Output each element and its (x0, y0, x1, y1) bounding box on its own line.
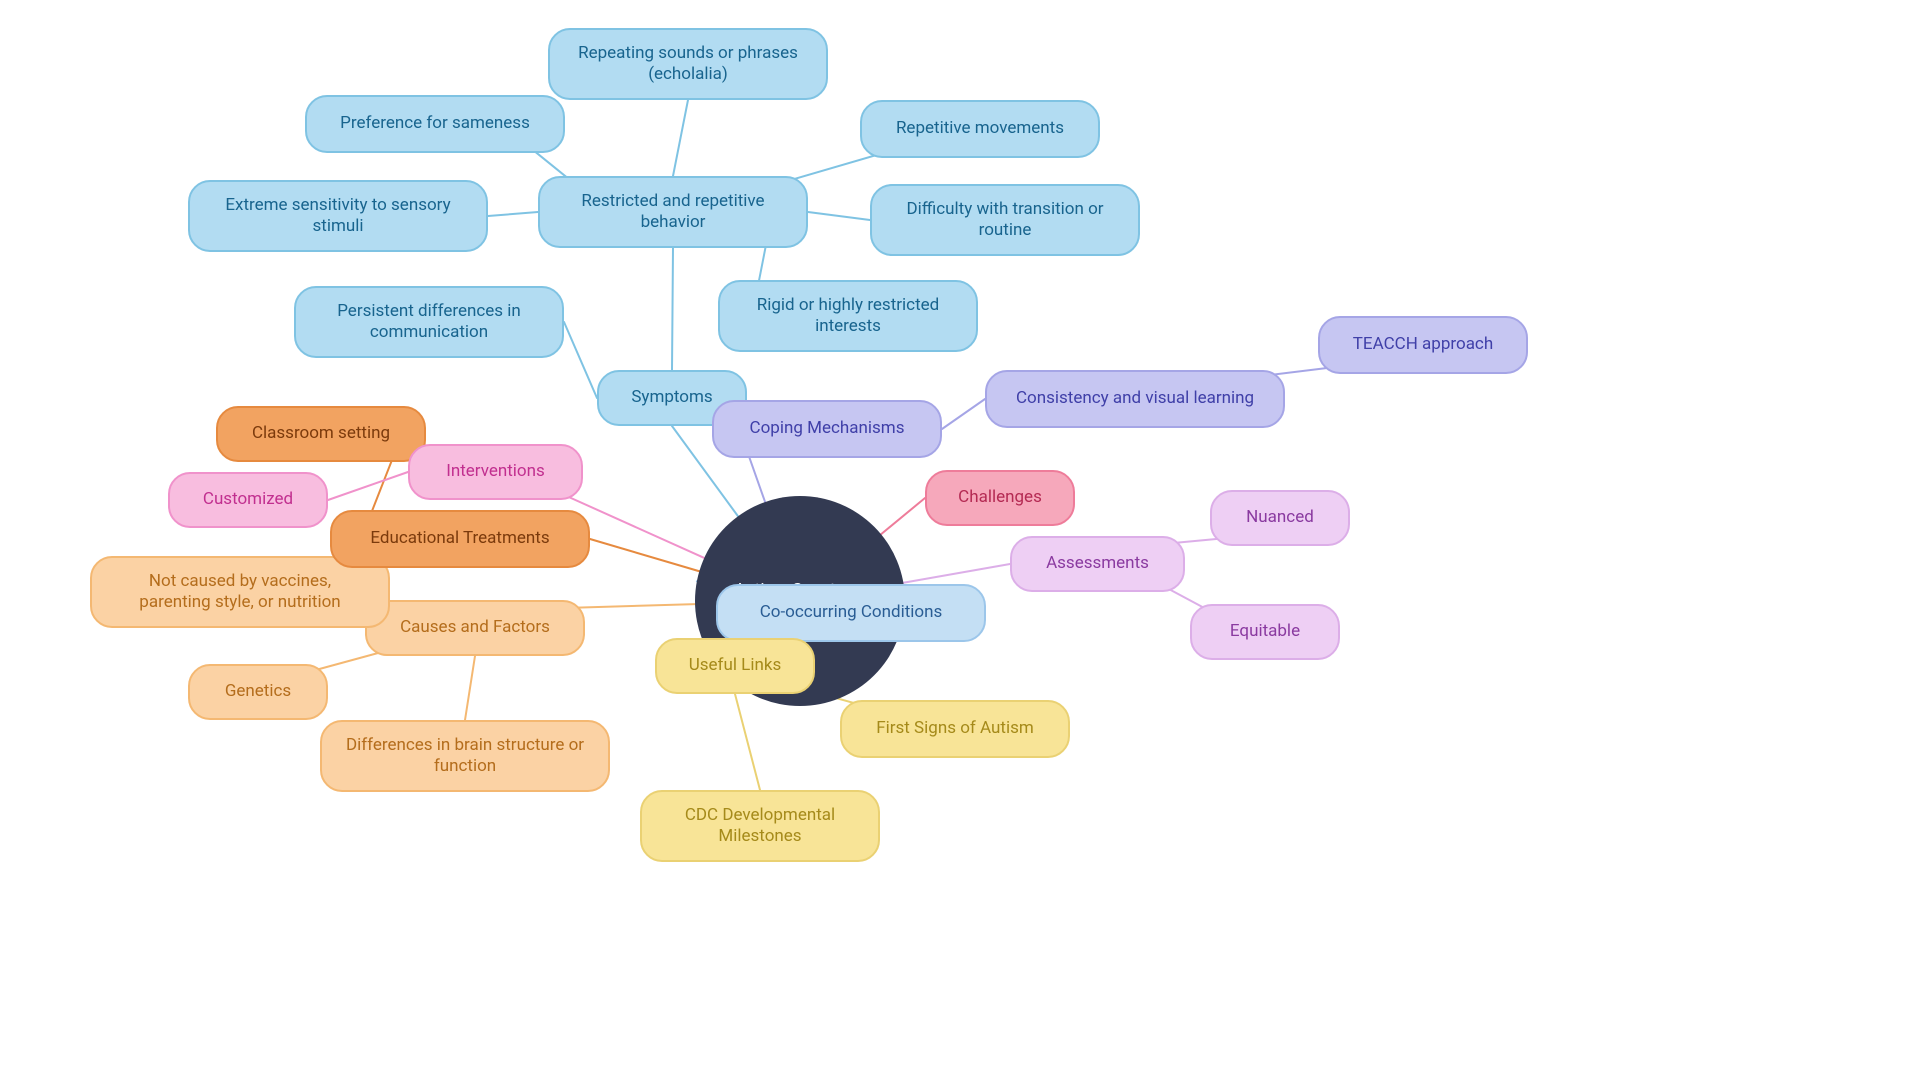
node-label: Not caused by vaccines, parenting style,… (112, 571, 368, 614)
nodes-layer: Autism Spectrum Disorder (ASD)SymptomsRe… (0, 0, 1920, 1080)
mindmap-node-sensory[interactable]: Extreme sensitivity to sensory stimuli (188, 180, 488, 252)
mindmap-node-classroom[interactable]: Classroom setting (216, 406, 426, 462)
node-label: TEACCH approach (1353, 334, 1493, 355)
mindmap-node-interv[interactable]: Interventions (408, 444, 583, 500)
node-label: Nuanced (1246, 507, 1314, 528)
node-label: Equitable (1230, 621, 1300, 642)
node-label: Consistency and visual learning (1016, 388, 1254, 409)
mindmap-node-rigid[interactable]: Rigid or highly restricted interests (718, 280, 978, 352)
node-label: Genetics (225, 681, 291, 702)
mindmap-node-sameness[interactable]: Preference for sameness (305, 95, 565, 153)
mindmap-node-brain[interactable]: Differences in brain structure or functi… (320, 720, 610, 792)
mindmap-node-equitable[interactable]: Equitable (1190, 604, 1340, 660)
node-label: Interventions (446, 461, 545, 482)
node-label: Symptoms (631, 387, 712, 408)
mindmap-node-coping[interactable]: Coping Mechanisms (712, 400, 942, 458)
node-label: Causes and Factors (400, 617, 550, 638)
node-label: First Signs of Autism (876, 718, 1034, 739)
mindmap-node-teacch[interactable]: TEACCH approach (1318, 316, 1528, 374)
mindmap-node-firstsigns[interactable]: First Signs of Autism (840, 700, 1070, 758)
node-label: Assessments (1046, 553, 1149, 574)
mindmap-node-assess[interactable]: Assessments (1010, 536, 1185, 592)
node-label: Preference for sameness (340, 113, 530, 134)
node-label: Customized (203, 489, 293, 510)
mindmap-node-causes[interactable]: Causes and Factors (365, 600, 585, 656)
mindmap-node-links[interactable]: Useful Links (655, 638, 815, 694)
node-label: Repeating sounds or phrases (echolalia) (570, 43, 806, 86)
mindmap-node-nuanced[interactable]: Nuanced (1210, 490, 1350, 546)
mindmap-node-transition[interactable]: Difficulty with transition or routine (870, 184, 1140, 256)
node-label: Co-occurring Conditions (760, 602, 943, 623)
mindmap-node-consist[interactable]: Consistency and visual learning (985, 370, 1285, 428)
node-label: Differences in brain structure or functi… (342, 735, 588, 778)
mindmap-node-comm[interactable]: Persistent differences in communication (294, 286, 564, 358)
mindmap-node-cooccur[interactable]: Co-occurring Conditions (716, 584, 986, 642)
node-label: Coping Mechanisms (750, 418, 905, 439)
node-label: Educational Treatments (370, 528, 549, 549)
mindmap-node-cdc[interactable]: CDC Developmental Milestones (640, 790, 880, 862)
node-label: Restricted and repetitive behavior (560, 191, 786, 234)
node-label: Persistent differences in communication (316, 301, 542, 344)
mindmap-node-echo[interactable]: Repeating sounds or phrases (echolalia) (548, 28, 828, 100)
node-label: Useful Links (689, 655, 782, 676)
node-label: Difficulty with transition or routine (892, 199, 1118, 242)
node-label: Classroom setting (252, 423, 390, 444)
mindmap-node-rrb[interactable]: Restricted and repetitive behavior (538, 176, 808, 248)
mindmap-node-edu[interactable]: Educational Treatments (330, 510, 590, 568)
node-label: Rigid or highly restricted interests (740, 295, 956, 338)
node-label: CDC Developmental Milestones (662, 805, 858, 848)
node-label: Repetitive movements (896, 118, 1064, 139)
node-label: Extreme sensitivity to sensory stimuli (210, 195, 466, 238)
node-label: Challenges (958, 487, 1042, 508)
mindmap-node-challenges[interactable]: Challenges (925, 470, 1075, 526)
mindmap-node-repmove[interactable]: Repetitive movements (860, 100, 1100, 158)
mindmap-node-genetics[interactable]: Genetics (188, 664, 328, 720)
mindmap-node-custom[interactable]: Customized (168, 472, 328, 528)
